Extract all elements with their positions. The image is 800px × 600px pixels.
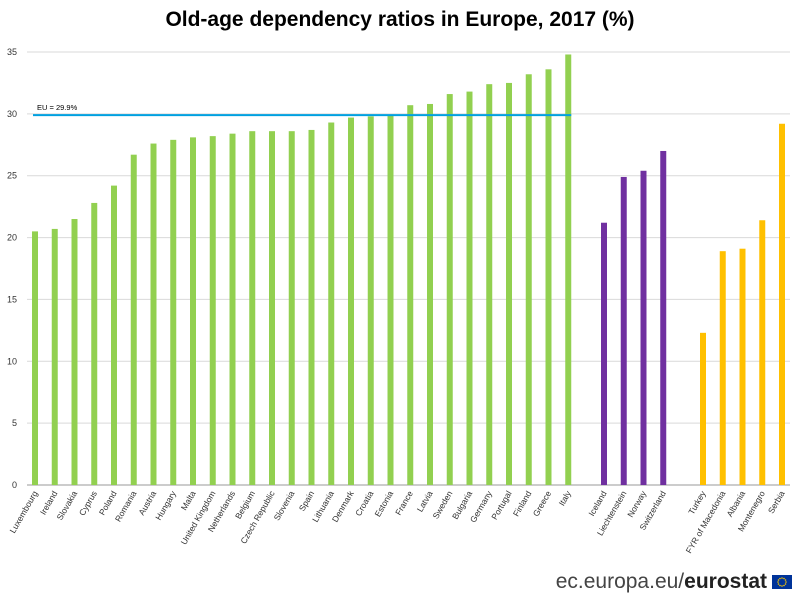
y-tick-label: 35 (7, 47, 17, 57)
y-tick-label: 0 (12, 480, 17, 490)
bar-denmark (348, 117, 354, 485)
source-prefix: ec.europa.eu/ (555, 570, 685, 593)
x-category-label: Cyprus (77, 489, 99, 517)
x-category-label: Italy (557, 488, 574, 507)
y-tick-label: 15 (7, 294, 17, 304)
bar-slovenia (288, 131, 295, 486)
bar-albania (739, 248, 746, 485)
bar-finland (525, 74, 532, 486)
x-category-label: Latvia (415, 489, 435, 514)
bar-norway (640, 170, 647, 485)
x-category-label: Estonia (372, 489, 395, 519)
bar-united-kingdom (209, 136, 216, 485)
bar-cyprus (91, 202, 98, 485)
bar-austria (150, 143, 157, 485)
bar-poland (111, 185, 117, 485)
bar-romania (130, 154, 137, 485)
x-category-label: Spain (297, 489, 317, 513)
bar-croatia (367, 116, 374, 486)
bar-lithuania (328, 122, 335, 485)
bar-slovakia (71, 219, 78, 485)
x-category-label: France (393, 489, 415, 517)
bar-turkey (700, 332, 706, 485)
source-footer: ec.europa.eu/eurostat (556, 570, 792, 594)
bar-greece (545, 69, 552, 485)
bar-netherlands (229, 133, 236, 485)
bar-hungary (170, 139, 177, 485)
bar-malta (190, 137, 196, 485)
eu-average-label: EU = 29.9% (37, 103, 78, 112)
y-tick-label: 30 (7, 109, 17, 119)
y-tick-label: 20 (7, 233, 17, 243)
y-axis-ticks: 0 5 10 15 20 25 30 35 (7, 47, 17, 490)
x-category-label: FYR of Macedonia (684, 489, 728, 555)
bar-belgium (249, 131, 256, 486)
bar-portugal (506, 82, 512, 485)
bar-liechtenstein (620, 176, 627, 486)
eu-reference: EU = 29.9% (33, 103, 572, 117)
bar-estonia (387, 115, 394, 485)
bar-sweden (446, 94, 453, 485)
chart-title: Old-age dependency ratios in Europe, 201… (165, 8, 635, 31)
y-tick-label: 25 (7, 171, 17, 181)
x-category-label: Greece (531, 489, 554, 518)
bar-spain (308, 129, 315, 485)
source-brand: eurostat (684, 570, 767, 593)
bar-montenegro (759, 220, 766, 485)
bar-iceland (601, 222, 607, 485)
y-tick-label: 10 (7, 356, 17, 366)
x-axis-labels: LuxembourgIrelandSlovakiaCyprusPolandRom… (7, 488, 786, 555)
x-category-label: Luxembourg (7, 489, 39, 535)
y-tick-label: 5 (12, 418, 17, 428)
bar-france (407, 105, 414, 485)
bar-czech-republic (269, 131, 275, 486)
bar-fyr-of-macedonia (719, 251, 726, 485)
bars (32, 54, 785, 486)
bar-bulgaria (466, 91, 473, 486)
bar-luxembourg (32, 231, 38, 485)
bar-serbia (779, 123, 785, 486)
bar-germany (486, 84, 493, 485)
eu-flag-icon (772, 575, 792, 589)
bar-latvia (427, 103, 433, 486)
bar-ireland (51, 228, 58, 485)
x-category-label: Malta (179, 489, 198, 512)
bar-switzerland (660, 150, 667, 485)
x-category-label: Serbia (766, 489, 787, 516)
bar-italy (565, 54, 572, 486)
